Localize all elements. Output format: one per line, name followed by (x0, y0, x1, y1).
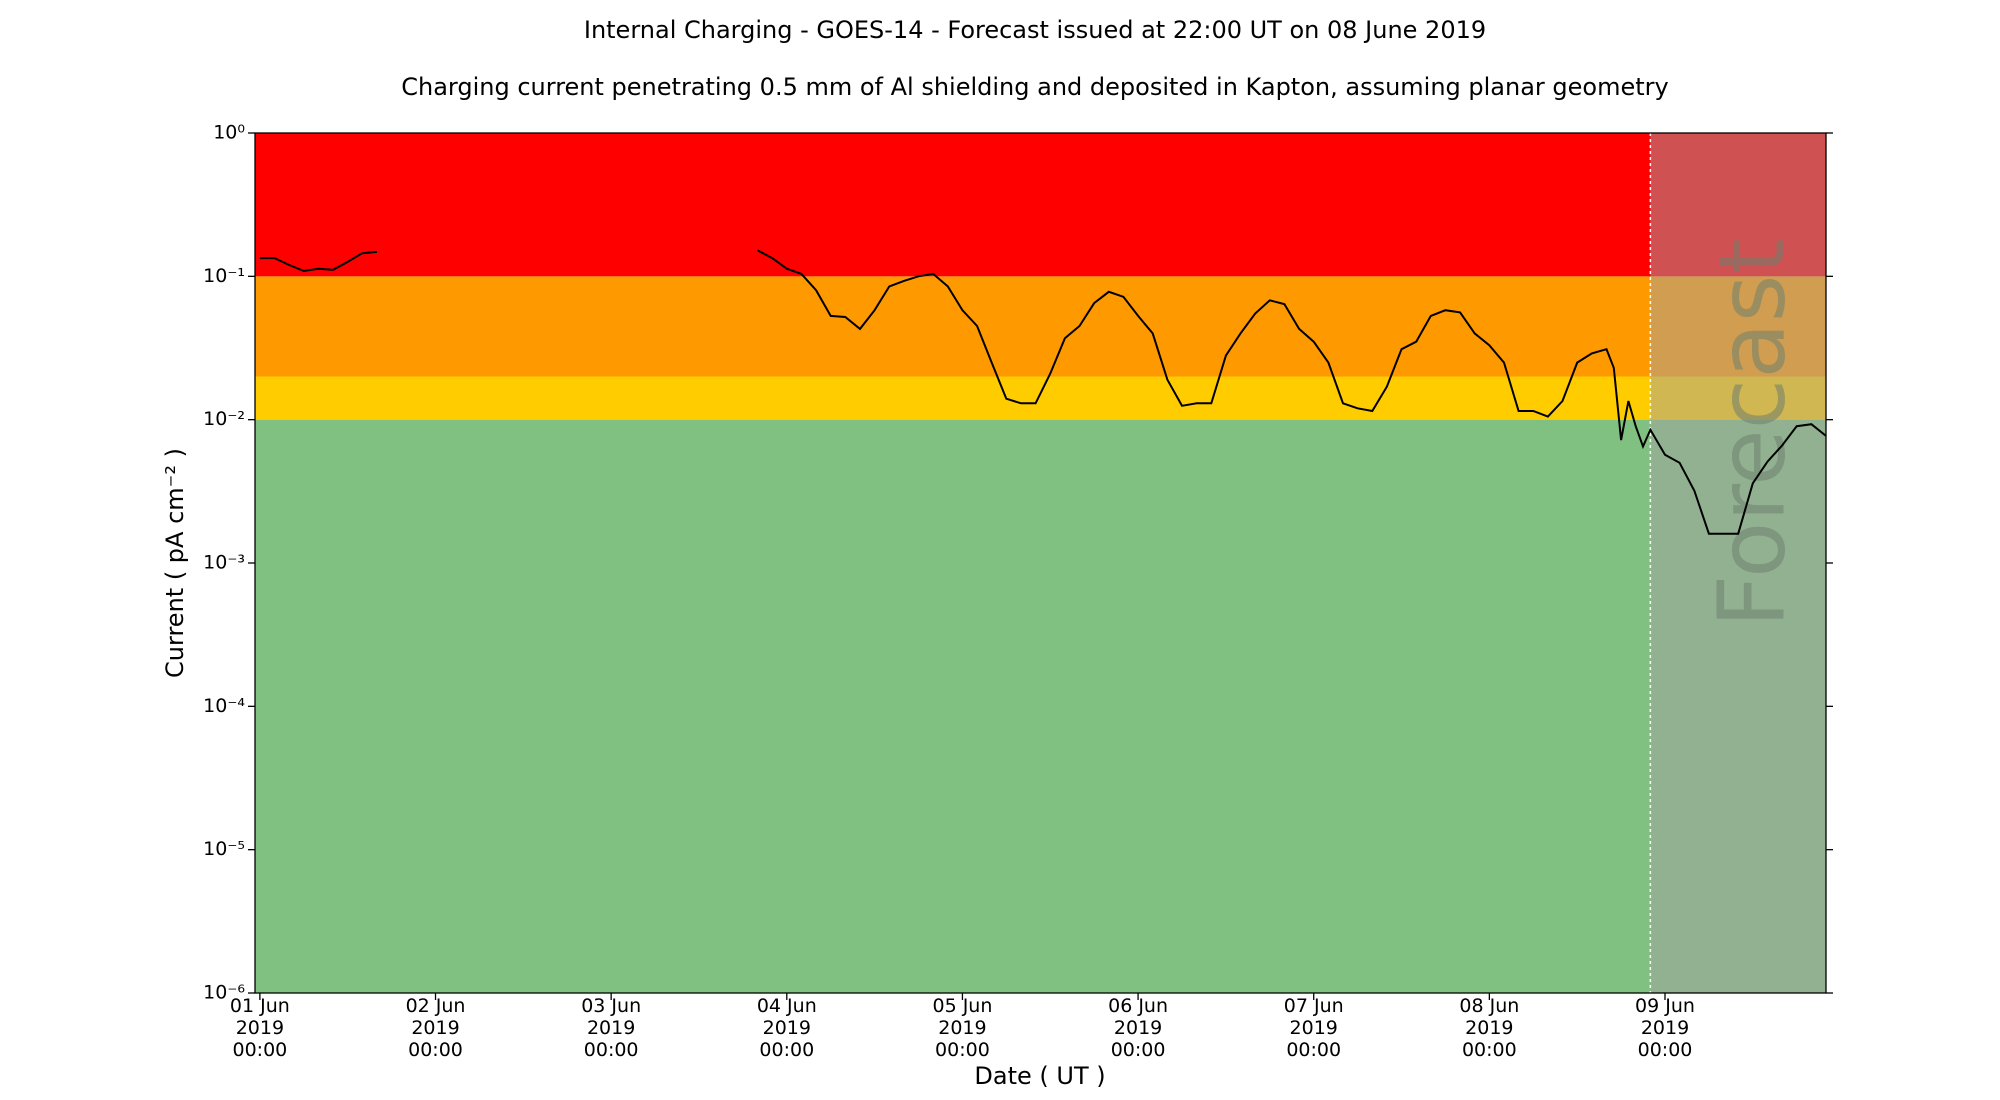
x-tick-label: 04 Jun 2019 00:00 (757, 995, 817, 1061)
x-tick-label: 02 Jun 2019 00:00 (406, 995, 466, 1061)
chart-title: Internal Charging - GOES-14 - Forecast i… (584, 16, 1486, 44)
risk-band (255, 133, 1826, 277)
y-tick-label: 10⁻³ (203, 552, 245, 574)
x-tick-label: 09 Jun 2019 00:00 (1635, 995, 1695, 1061)
x-tick-label: 07 Jun 2019 00:00 (1284, 995, 1344, 1061)
y-axis-label: Current ( pA cm⁻² ) (161, 448, 189, 678)
x-tick-label: 01 Jun 2019 00:00 (230, 995, 290, 1061)
x-tick-label: 08 Jun 2019 00:00 (1459, 995, 1519, 1061)
x-axis-label: Date ( UT ) (974, 1062, 1105, 1090)
risk-band (255, 276, 1826, 377)
y-tick-label: 10⁻⁵ (203, 838, 245, 860)
x-tick-label: 06 Jun 2019 00:00 (1108, 995, 1168, 1061)
x-tick-label: 03 Jun 2019 00:00 (581, 995, 641, 1061)
x-tick-label: 05 Jun 2019 00:00 (932, 995, 992, 1061)
forecast-region (1650, 133, 1826, 993)
risk-band (255, 376, 1826, 420)
y-tick-label: 10⁻⁴ (203, 695, 245, 717)
forecast-label: Forecast (1699, 238, 1806, 627)
risk-band (255, 419, 1826, 994)
y-tick-label: 10⁻² (203, 408, 245, 430)
y-tick-label: 10⁻⁶ (203, 982, 245, 1004)
chart-subtitle: Charging current penetrating 0.5 mm of A… (401, 73, 1669, 101)
data-line (259, 249, 1827, 535)
y-tick-label: 10⁻¹ (203, 265, 245, 287)
y-tick-label: 10⁰ (213, 122, 245, 144)
